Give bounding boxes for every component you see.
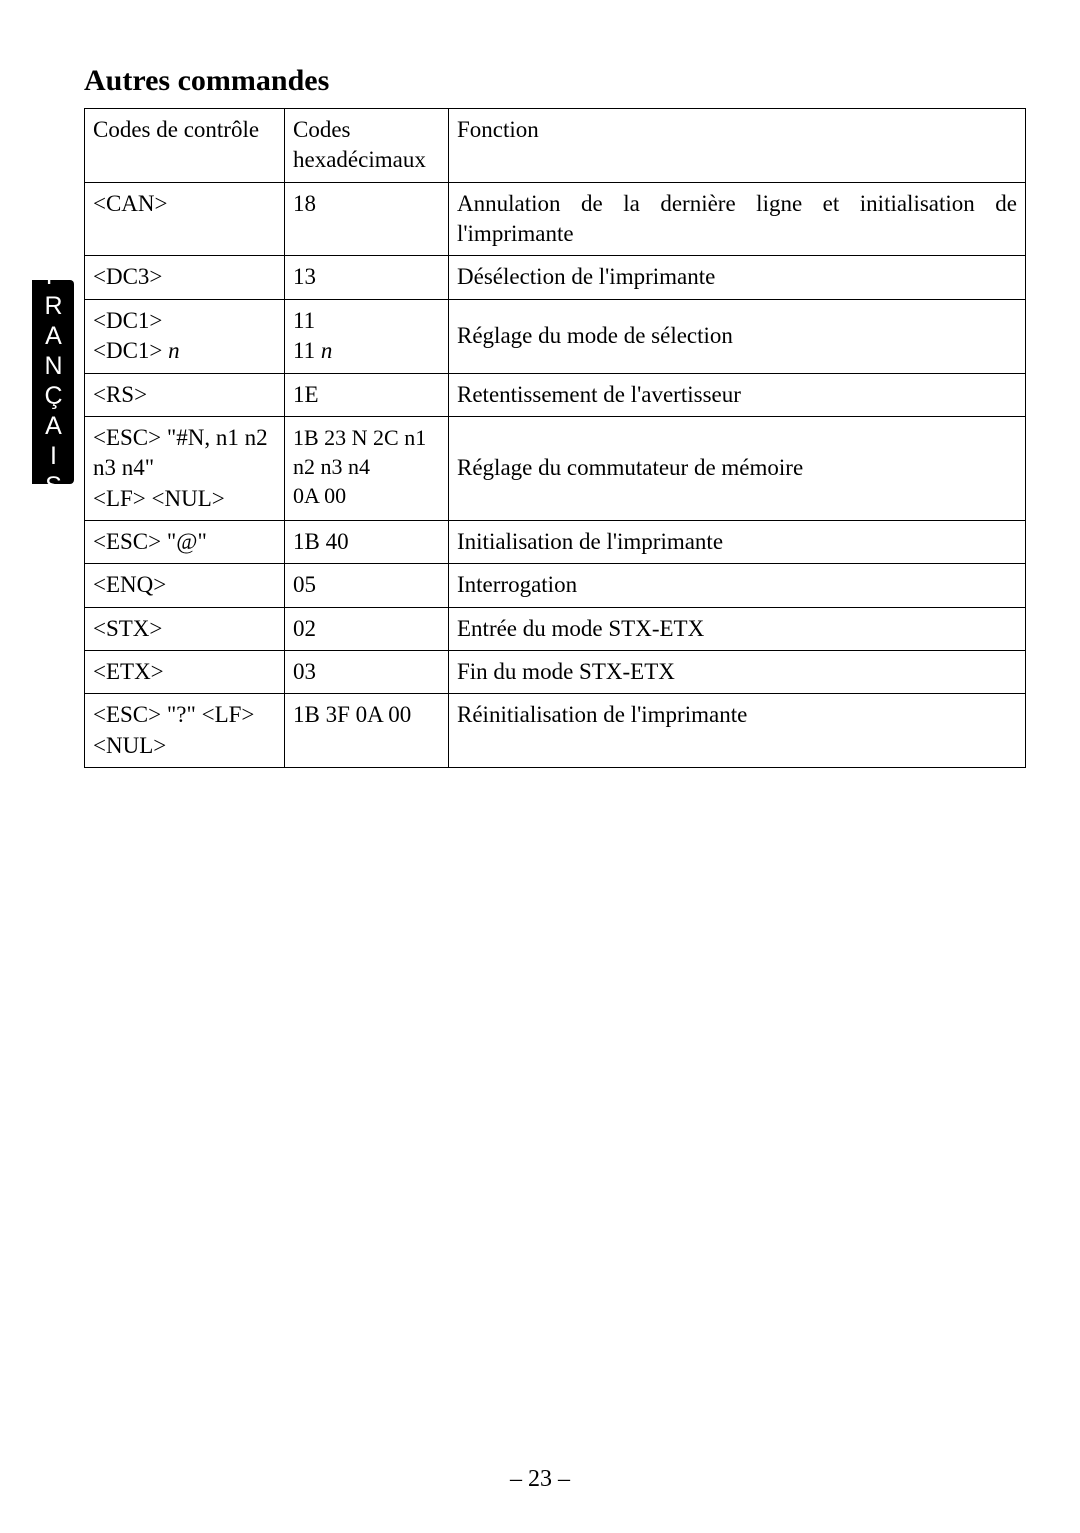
- table-header-row: Codes de contrôle Codes hexadécimaux Fon…: [85, 109, 1026, 183]
- function-cell: Entrée du mode STX-ETX: [449, 607, 1026, 650]
- code-cell: <DC1> <DC1> n: [85, 299, 285, 373]
- page-number: – 23 –: [0, 1466, 1080, 1493]
- function-cell: Annulation de la dernière ligne et initi…: [449, 182, 1026, 256]
- code-cell: <ESC> "#N, n1 n2 n3 n4" <LF> <NUL>: [85, 416, 285, 520]
- table-row: <ESC> "@" 1B 40 Initialisation de l'impr…: [85, 520, 1026, 563]
- table-row: <ESC> "?" <LF> <NUL> 1B 3F 0A 00 Réiniti…: [85, 694, 1026, 768]
- hex-cell: 1B 23 N 2C n1 n2 n3 n4 0A 00: [285, 416, 449, 520]
- header-cell: Fonction: [449, 109, 1026, 183]
- code-cell: <ESC> "?" <LF> <NUL>: [85, 694, 285, 768]
- code-cell: <ENQ>: [85, 564, 285, 607]
- table-row: <RS> 1E Retentissement de l'avertisseur: [85, 373, 1026, 416]
- function-cell: Retentissement de l'avertisseur: [449, 373, 1026, 416]
- table-row: <DC3> 13 Désélection de l'imprimante: [85, 256, 1026, 299]
- function-cell: Initialisation de l'imprimante: [449, 520, 1026, 563]
- commands-table: Codes de contrôle Codes hexadécimaux Fon…: [84, 108, 1026, 768]
- hex-cell: 05: [285, 564, 449, 607]
- hex-cell: 1B 40: [285, 520, 449, 563]
- language-tab-label: FRANÇAIS: [39, 262, 68, 502]
- hex-cell: 13: [285, 256, 449, 299]
- table-row: <ENQ> 05 Interrogation: [85, 564, 1026, 607]
- code-text: <DC1>: [93, 338, 168, 363]
- code-text-italic: n: [168, 338, 180, 363]
- table-row: <ESC> "#N, n1 n2 n3 n4" <LF> <NUL> 1B 23…: [85, 416, 1026, 520]
- hex-text: 11: [293, 338, 321, 363]
- code-cell: <STX>: [85, 607, 285, 650]
- hex-cell: 1B 3F 0A 00: [285, 694, 449, 768]
- code-text: <LF> <NUL>: [93, 486, 225, 511]
- function-cell: Réglage du mode de sélection: [449, 299, 1026, 373]
- table-row: <DC1> <DC1> n 11 11 n Réglage du mode de…: [85, 299, 1026, 373]
- hex-cell: 18: [285, 182, 449, 256]
- function-cell: Réglage du commutateur de mémoire: [449, 416, 1026, 520]
- function-cell: Fin du mode STX-ETX: [449, 651, 1026, 694]
- header-cell: Codes de contrôle: [85, 109, 285, 183]
- hex-cell: 02: [285, 607, 449, 650]
- function-cell: Réinitialisation de l'imprimante: [449, 694, 1026, 768]
- function-cell: Interrogation: [449, 564, 1026, 607]
- hex-text: 11: [293, 308, 315, 333]
- code-cell: <ETX>: [85, 651, 285, 694]
- table-row: <STX> 02 Entrée du mode STX-ETX: [85, 607, 1026, 650]
- header-cell: Codes hexadécimaux: [285, 109, 449, 183]
- code-text: <ESC> "#N, n1 n2 n3 n4": [93, 425, 268, 480]
- hex-cell: 03: [285, 651, 449, 694]
- code-cell: <RS>: [85, 373, 285, 416]
- code-text: <DC1>: [93, 308, 162, 333]
- hex-text: 1B 23 N 2C n1 n2 n3 n4: [293, 425, 426, 479]
- code-cell: <CAN>: [85, 182, 285, 256]
- hex-text-italic: n: [321, 338, 333, 363]
- code-cell: <DC3>: [85, 256, 285, 299]
- page: FRANÇAIS Autres commandes Codes de contr…: [0, 0, 1080, 1533]
- hex-text: 0A 00: [293, 483, 346, 508]
- code-cell: <ESC> "@": [85, 520, 285, 563]
- table-row: <CAN> 18 Annulation de la dernière ligne…: [85, 182, 1026, 256]
- hex-cell: 11 11 n: [285, 299, 449, 373]
- function-cell: Désélection de l'imprimante: [449, 256, 1026, 299]
- hex-cell: 1E: [285, 373, 449, 416]
- section-heading: Autres commandes: [84, 64, 1026, 98]
- language-tab: FRANÇAIS: [32, 280, 74, 484]
- content-area: Autres commandes Codes de contrôle Codes…: [84, 64, 1026, 768]
- table-row: <ETX> 03 Fin du mode STX-ETX: [85, 651, 1026, 694]
